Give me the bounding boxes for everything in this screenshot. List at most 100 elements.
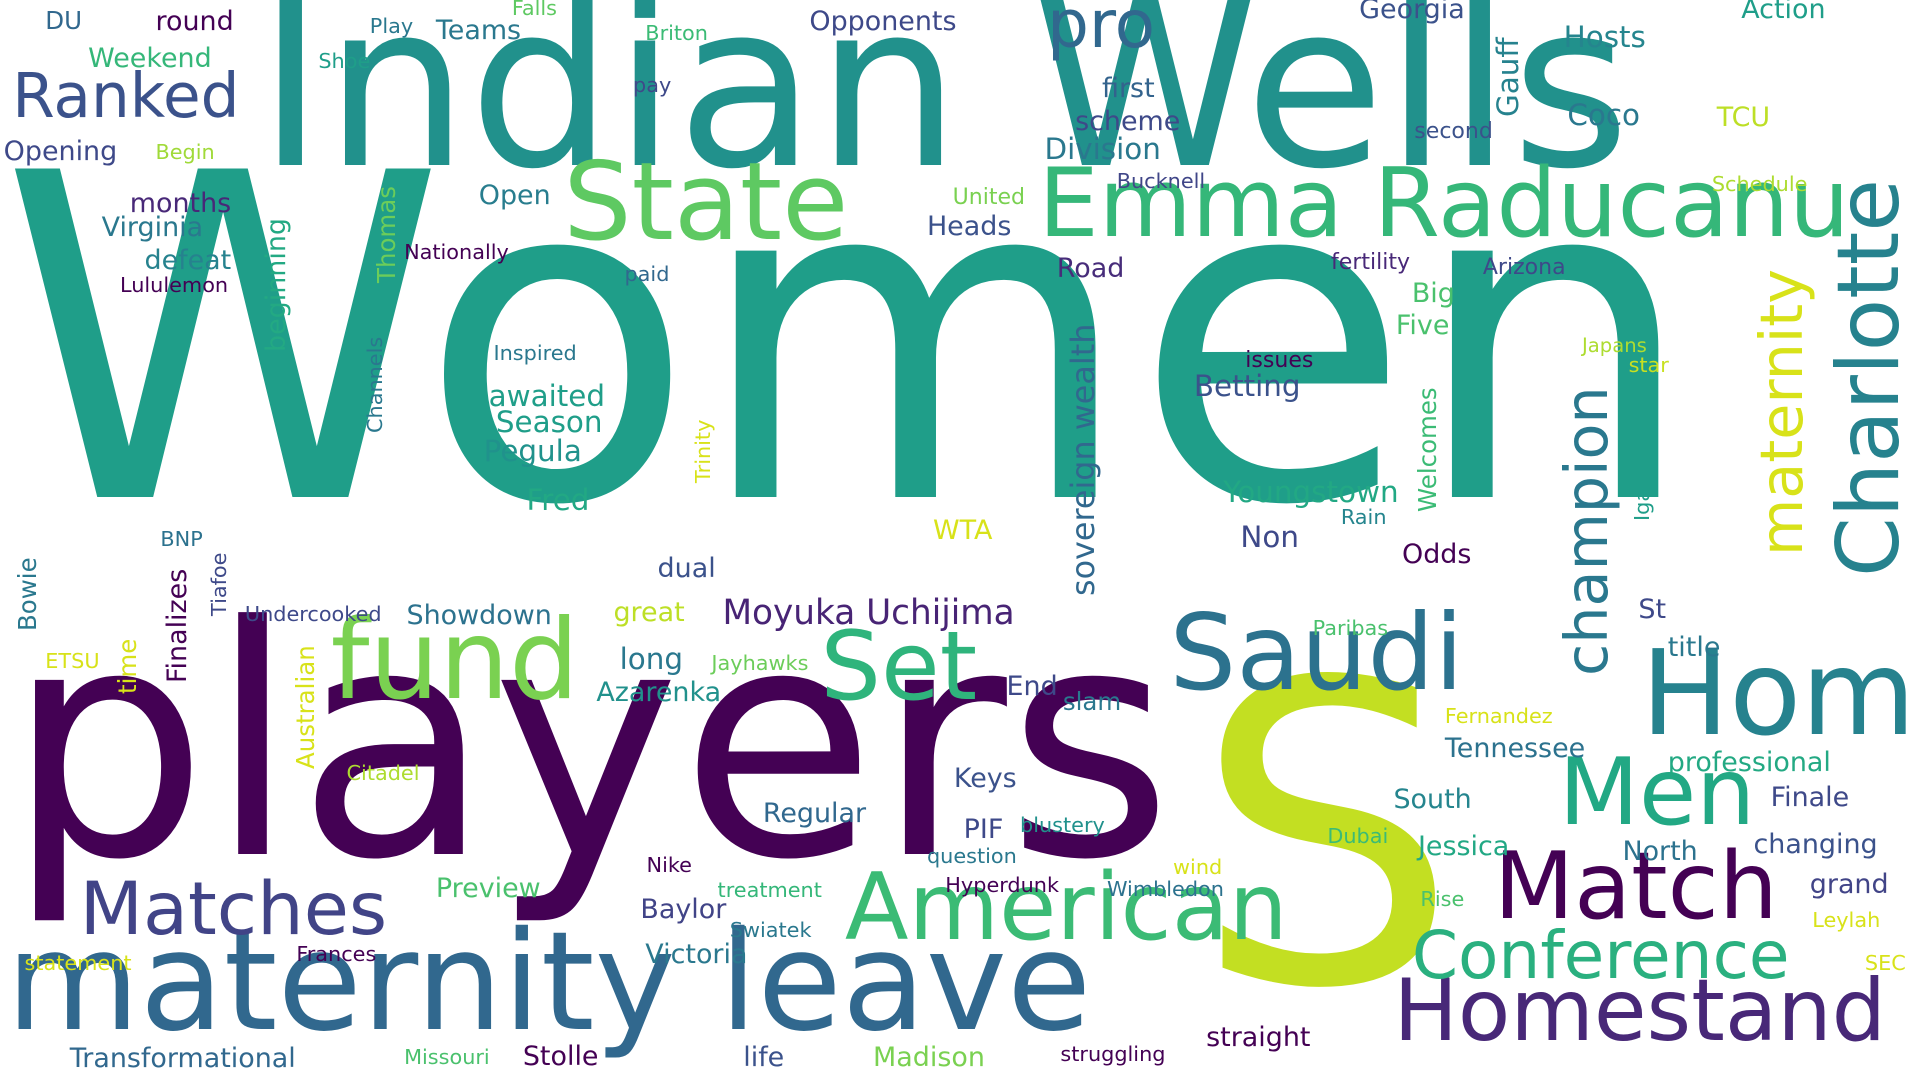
word-champion: champion bbox=[1551, 386, 1621, 676]
word-baylor: Baylor bbox=[640, 893, 727, 925]
word-madison: Madison bbox=[873, 1041, 985, 1073]
word-north: North bbox=[1622, 836, 1698, 868]
word-schedule: Schedule bbox=[1711, 171, 1808, 196]
word-fernandez: Fernandez bbox=[1444, 704, 1553, 729]
word-treatment: treatment bbox=[717, 878, 822, 903]
word-issues: issues bbox=[1245, 348, 1314, 373]
word-arizona: Arizona bbox=[1482, 254, 1566, 280]
word-odds: Odds bbox=[1402, 538, 1472, 570]
word-months: months bbox=[129, 188, 232, 220]
word-beginning: beginning bbox=[261, 217, 293, 352]
word-shoe: Shoe bbox=[318, 49, 371, 74]
word-paribas: Paribas bbox=[1312, 616, 1389, 641]
word-play: Play bbox=[369, 13, 414, 38]
word-home: Home bbox=[1640, 624, 1920, 762]
word-hosts: Hosts bbox=[1563, 20, 1646, 55]
word-american: American bbox=[844, 852, 1288, 961]
word-japans: Japans bbox=[1582, 333, 1647, 357]
word-gauff: Gauff bbox=[1490, 37, 1525, 117]
word-iga: Iga bbox=[1630, 488, 1655, 521]
word-youngstown: Youngstown bbox=[1223, 474, 1399, 509]
word-fertility: fertility bbox=[1331, 250, 1411, 276]
word-pif: PIF bbox=[963, 814, 1004, 846]
word-victoria: Victoria bbox=[645, 939, 748, 971]
word-emma-raducanu: Emma Raducanu bbox=[1038, 147, 1850, 260]
word-inspired: Inspired bbox=[493, 340, 577, 365]
word-tiafoe: Tiafoe bbox=[207, 553, 232, 617]
word-sovereign-wealth: sovereign wealth bbox=[1063, 324, 1102, 597]
word-road: Road bbox=[1056, 253, 1125, 285]
word-teams: Teams bbox=[435, 14, 522, 46]
word-pegula: Pegula bbox=[483, 434, 582, 469]
word-indian-wells: Indian Wells bbox=[257, 0, 1630, 219]
word-keys: Keys bbox=[953, 762, 1017, 794]
word-azarenka: Azarenka bbox=[596, 677, 722, 709]
word-scheme: scheme bbox=[1075, 106, 1181, 138]
word-players: players bbox=[6, 559, 1173, 931]
word-australian: Australian bbox=[290, 645, 320, 770]
word-nike: Nike bbox=[646, 852, 692, 877]
word-opening: Opening bbox=[3, 135, 118, 167]
word-trinity: Trinity bbox=[691, 419, 716, 483]
word-rain: Rain bbox=[1340, 504, 1387, 529]
word-great: great bbox=[613, 597, 685, 629]
word-finale: Finale bbox=[1770, 782, 1850, 814]
word-first: first bbox=[1102, 73, 1155, 105]
word-wind: wind bbox=[1173, 855, 1223, 880]
word-regular: Regular bbox=[762, 798, 867, 830]
word-non: Non bbox=[1240, 520, 1299, 554]
word-big: Big bbox=[1411, 277, 1455, 309]
word-swiatek: Swiatek bbox=[729, 917, 812, 942]
word-heads: Heads bbox=[926, 210, 1012, 242]
word-professional: professional bbox=[1667, 746, 1831, 778]
word-lululemon: Lululemon bbox=[120, 273, 229, 298]
word-star: star bbox=[1628, 353, 1669, 378]
word-time: time bbox=[113, 638, 143, 695]
word-frances: Frances bbox=[296, 942, 377, 967]
word-united: United bbox=[952, 185, 1026, 211]
word-maternity: maternity bbox=[1747, 269, 1817, 557]
word-life: life bbox=[743, 1041, 785, 1073]
word-fred: Fred bbox=[526, 483, 590, 518]
word-finalizes: Finalizes bbox=[162, 569, 194, 684]
word-dual: dual bbox=[657, 553, 716, 585]
word-open: Open bbox=[478, 179, 551, 211]
word-hyperdunk: Hyperdunk bbox=[945, 873, 1060, 898]
word-changing: changing bbox=[1753, 828, 1878, 860]
word-bowie: Bowie bbox=[12, 557, 42, 632]
word-jessica: Jessica bbox=[1417, 831, 1510, 863]
word-briton: Briton bbox=[645, 21, 708, 46]
word-charlotte: Charlotte bbox=[1818, 178, 1919, 577]
word-tennessee: Tennessee bbox=[1444, 733, 1586, 765]
word-coco: Coco bbox=[1567, 97, 1640, 132]
word-conference: Conference bbox=[1411, 916, 1790, 994]
word-channels: Channels bbox=[362, 336, 387, 433]
word-s: S bbox=[1193, 595, 1459, 1080]
word-straight: straight bbox=[1206, 1022, 1311, 1054]
word-round: round bbox=[155, 6, 234, 37]
word-bucknell: Bucknell bbox=[1116, 169, 1206, 194]
word-struggling: struggling bbox=[1060, 1042, 1166, 1067]
word-maternity-leave: maternity leave bbox=[6, 903, 1092, 1063]
word-thomas: Thomas bbox=[371, 186, 401, 284]
word-awaited: awaited bbox=[488, 379, 605, 414]
word-title: title bbox=[1667, 631, 1721, 663]
word-match: Match bbox=[1493, 831, 1778, 940]
word-men: Men bbox=[1558, 737, 1756, 846]
word-begin: Begin bbox=[155, 139, 215, 164]
word-opponents: Opponents bbox=[809, 6, 957, 37]
word-citadel: Citadel bbox=[346, 760, 420, 785]
word-set: Set bbox=[820, 610, 978, 723]
word-showdown: Showdown bbox=[406, 599, 552, 631]
word-season: Season bbox=[495, 404, 603, 439]
word-du: DU bbox=[45, 6, 83, 36]
word-virginia: Virginia bbox=[101, 211, 204, 243]
word-saudi: Saudi bbox=[1169, 590, 1464, 714]
word-statement: statement bbox=[24, 950, 132, 975]
word-wta: WTA bbox=[933, 515, 993, 547]
word-missouri: Missouri bbox=[404, 1044, 490, 1069]
word-question: question bbox=[926, 844, 1017, 869]
word-preview: Preview bbox=[435, 872, 541, 904]
word-tcu: TCU bbox=[1716, 101, 1771, 133]
